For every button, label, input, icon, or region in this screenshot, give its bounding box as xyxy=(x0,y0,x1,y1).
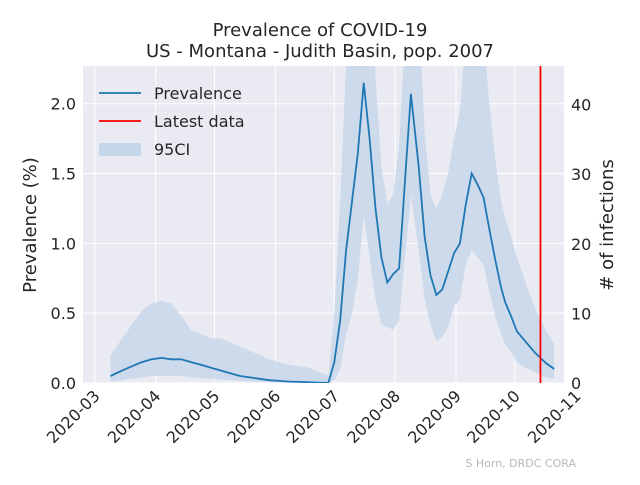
legend-ci-swatch xyxy=(99,143,141,156)
legend: Prevalence Latest data 95CI xyxy=(99,84,245,159)
x-tick-label: 2020-03 xyxy=(43,386,104,447)
prevalence-line xyxy=(110,82,555,383)
y-axis-label: Prevalence (%) xyxy=(20,157,41,293)
chart-title: Prevalence of COVID-19 xyxy=(213,20,428,41)
y-tick-label-right: 40 xyxy=(571,96,591,115)
x-tick-label: 2020-07 xyxy=(282,386,343,447)
y-tick-label: 1.5 xyxy=(51,165,76,184)
credit-text: S Horn, DRDC CORA xyxy=(465,457,576,470)
y-tick-label: 1.0 xyxy=(51,234,76,253)
x-tick-label: 2020-10 xyxy=(463,386,524,447)
y-ticks-left: 0.0 0.5 1.0 1.5 2.0 xyxy=(51,95,76,393)
y-tick-label: 0.5 xyxy=(51,304,76,323)
x-tick-label: 2020-08 xyxy=(343,386,404,447)
chart-subtitle: US - Montana - Judith Basin, pop. 2007 xyxy=(146,41,494,62)
y-tick-label-right: 10 xyxy=(571,304,591,323)
y-tick-label-right: 0 xyxy=(571,374,581,393)
legend-prevalence-label: Prevalence xyxy=(154,84,242,103)
y-ticks-right: 0 10 20 30 40 xyxy=(571,96,591,393)
legend-latest-label: Latest data xyxy=(154,112,245,131)
confidence-band xyxy=(110,66,555,383)
x-tick-label: 2020-05 xyxy=(163,386,224,447)
y-tick-label: 2.0 xyxy=(51,95,76,114)
y-tick-label: 0.0 xyxy=(51,374,76,393)
x-tick-label: 2020-06 xyxy=(224,386,285,447)
y-axis-label-right: # of infections xyxy=(597,159,618,290)
y-tick-label-right: 30 xyxy=(571,165,591,184)
x-tick-label: 2020-04 xyxy=(104,386,165,447)
y-tick-label-right: 20 xyxy=(571,235,591,254)
legend-ci-label: 95CI xyxy=(154,140,190,159)
x-tick-label: 2020-11 xyxy=(524,386,585,447)
x-tick-label: 2020-09 xyxy=(404,386,465,447)
